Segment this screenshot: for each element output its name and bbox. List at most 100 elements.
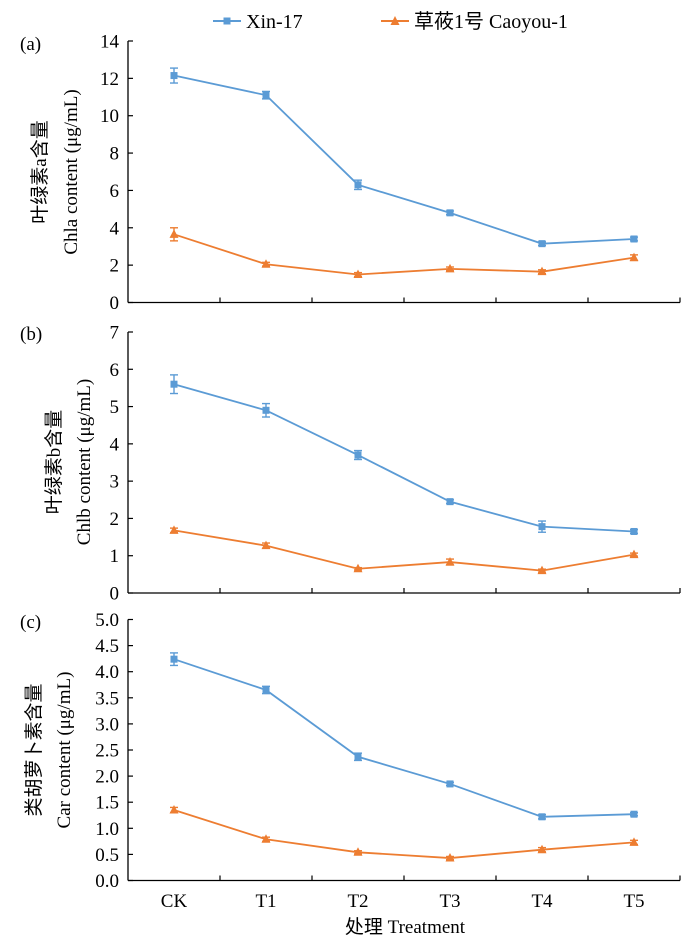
data-point-triangle [169,525,179,534]
y-tick-label: 5 [110,397,120,418]
series-xin17 [170,652,638,821]
y-tick-label: 4 [110,434,120,455]
axes: 0.0 0.5 1.0 1.5 2.0 2.5 3.0 3.5 4.0 4.5 5.0 [95,610,681,892]
y-tick-label: 3 [110,472,120,493]
data-point-square [262,686,270,694]
data-point-triangle [261,540,271,550]
y-tick-label: 1.5 [95,793,119,814]
data-point-square [538,813,546,821]
y-tick-label: 4.0 [95,662,119,683]
y-tick-label: 0.0 [95,871,119,892]
data-point-square [630,527,638,535]
data-point-triangle [537,565,547,575]
legend: Xin-17 草莜1号 Caoyou-1 [213,10,568,33]
y-tick-label: 2.0 [95,767,119,788]
series-caoyou1 [169,227,639,278]
series-line [173,74,635,245]
series-xin17 [170,67,638,248]
y-tick-label: 14 [100,32,120,53]
y-axis-label-cn: 叶绿素a含量 [29,120,51,223]
y-tick-label: 5.0 [95,610,119,631]
panel-c: (c) 类胡萝卜素含量 Car content (μg/mL) 0.0 0.5 1.… [20,610,681,892]
legend-marker-triangle-icon [390,16,400,25]
axes: 0 2 4 6 8 10 12 14 [100,32,681,314]
y-tick-label: 3.5 [95,688,119,709]
panel-label: (a) [20,34,41,55]
series-line [173,233,635,276]
legend-entry-xin17: Xin-17 [213,11,303,33]
x-tick-label: T3 [439,891,460,912]
y-tick-label: 2.5 [95,741,119,762]
y-tick-label: 0 [110,293,120,314]
panel-label: (c) [20,612,41,633]
data-point-square [538,523,546,531]
series-layer [169,67,639,278]
data-point-square [262,91,270,99]
y-tick-label: 7 [110,323,120,344]
panel-b: (b) 叶绿素b含量 Chlb content (μg/mL) 0 1 2 3 4 5 6 7 [20,323,681,605]
series-line [173,658,635,818]
data-point-triangle [169,805,179,814]
legend-label-xin17: Xin-17 [246,11,303,33]
data-point-triangle [445,853,455,862]
legend-entry-caoyou1: 草莜1号 Caoyou-1 [381,10,568,33]
data-point-triangle [169,229,179,238]
series-line [173,383,635,533]
data-point-square [262,406,270,414]
y-tick-label: 3.0 [95,714,119,735]
data-point-square [170,380,178,388]
y-axis-label-en: Chla content (μg/mL) [61,89,82,254]
data-point-triangle [353,563,363,573]
data-point-square [446,209,454,217]
y-tick-label: 8 [110,144,120,165]
series-caoyou1 [169,525,639,575]
y-tick-label: 2 [110,256,120,277]
data-point-square [538,240,546,248]
series-xin17 [170,374,638,535]
y-tick-label: 10 [100,106,119,127]
y-tick-label: 1 [110,546,120,567]
y-tick-label: 0.5 [95,845,119,866]
data-point-square [446,780,454,788]
legend-label-caoyou1: 草莜1号 Caoyou-1 [414,10,568,33]
y-tick-label: 0 [110,584,120,605]
y-tick-label: 4.5 [95,636,119,657]
y-axis-label-en: Chlb content (μg/mL) [74,379,95,545]
x-tick-label: CK [161,891,188,912]
data-point-square [354,181,362,189]
data-point-triangle [445,557,455,566]
panel-a: (a) 叶绿素a含量 Chla content (μg/mL) 0 2 4 6 8 10 1… [20,32,681,314]
axes: 0 1 2 3 4 5 6 7 [110,323,681,605]
series-caoyou1 [169,805,639,862]
data-point-triangle [629,549,639,559]
x-axis-label: 处理 Treatment [345,916,466,938]
data-point-square [630,810,638,818]
data-point-triangle [629,252,639,262]
x-tick-label: T4 [531,891,553,912]
panel-label: (b) [20,324,42,345]
series-layer [169,374,639,575]
y-axis-label-en: Car content (μg/mL) [54,672,75,829]
data-point-square [170,72,178,80]
series-layer [169,652,639,862]
x-tick-label: T5 [623,891,644,912]
y-tick-label: 6 [110,181,120,202]
data-point-square [354,753,362,761]
y-tick-label: 6 [110,360,120,381]
data-point-triangle [353,847,363,856]
data-point-triangle [445,263,455,273]
data-point-square [630,235,638,243]
data-point-square [170,655,178,663]
data-point-square [354,451,362,459]
y-axis-label-cn: 叶绿素b含量 [43,410,65,515]
y-tick-label: 1.0 [95,819,119,840]
x-tick-labels: CK T1 T2 T3 T4 T5 [161,891,645,912]
data-point-triangle [353,269,363,278]
x-tick-label: T1 [255,891,276,912]
y-tick-label: 12 [100,69,119,90]
series-line [173,529,635,572]
data-point-triangle [261,834,271,843]
data-point-square [446,498,454,506]
data-point-triangle [537,844,547,854]
